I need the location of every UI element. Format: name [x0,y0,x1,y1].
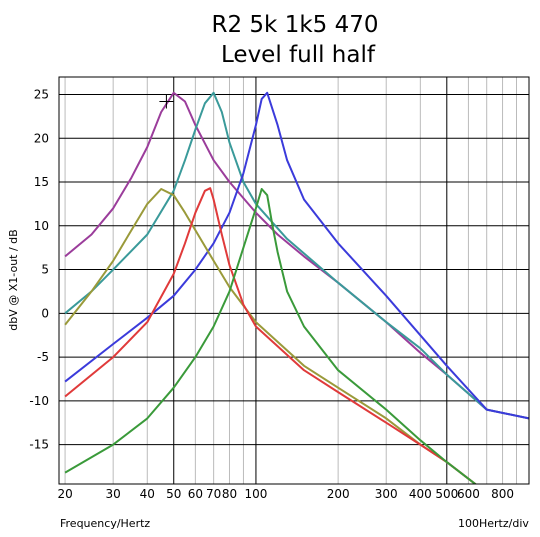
x-tick-label: 80 [222,487,237,501]
series-line-6 [64,188,477,484]
x-tick-label: 70 [206,487,221,501]
x-tick-label: 200 [327,487,350,501]
x-tick-label: 800 [491,487,514,501]
chart-title-line2: Level full half [221,42,376,68]
y-tick-label: -10 [29,394,49,408]
x-tick-label: 40 [140,487,155,501]
x-tick-label: 100 [244,487,267,501]
y-axis-label: dbV @ X1-out / dB [7,229,20,330]
y-tick-label: 10 [34,219,49,233]
plot-frame [58,76,530,485]
series-line-4 [64,188,477,484]
y-tick-label: 0 [41,306,49,320]
x-tick-label: 60 [188,487,203,501]
x-tick-label: 30 [106,487,121,501]
y-tick-label: 25 [34,88,49,102]
x-tick-label: 400 [409,487,432,501]
gridlines [59,77,530,484]
x-tick-label: 600 [457,487,480,501]
series-line-3 [64,91,529,420]
y-tick-labels: 25 20 15 10 5 0 -5 -10 -15 [29,88,49,452]
y-tick-label: -15 [29,438,49,452]
x-axis-label: Frequency/Hertz [60,517,150,530]
series-line-5 [64,187,477,484]
cursor-marker [159,94,174,109]
y-tick-label: -5 [37,350,49,364]
x-tick-label: 20 [57,487,72,501]
series-lines [64,91,529,484]
x-tick-label: 500 [435,487,458,501]
x-tick-label: 50 [166,487,181,501]
x-tick-label: 300 [375,487,398,501]
series-line-2 [64,91,529,420]
y-tick-label: 15 [34,175,49,189]
y-tick-label: 20 [34,131,49,145]
y-tick-label: 5 [41,263,49,277]
series-line-1 [64,91,529,420]
x-division-label: 100Hertz/div [458,517,529,530]
chart-title-line1: R2 5k 1k5 470 [212,12,379,38]
